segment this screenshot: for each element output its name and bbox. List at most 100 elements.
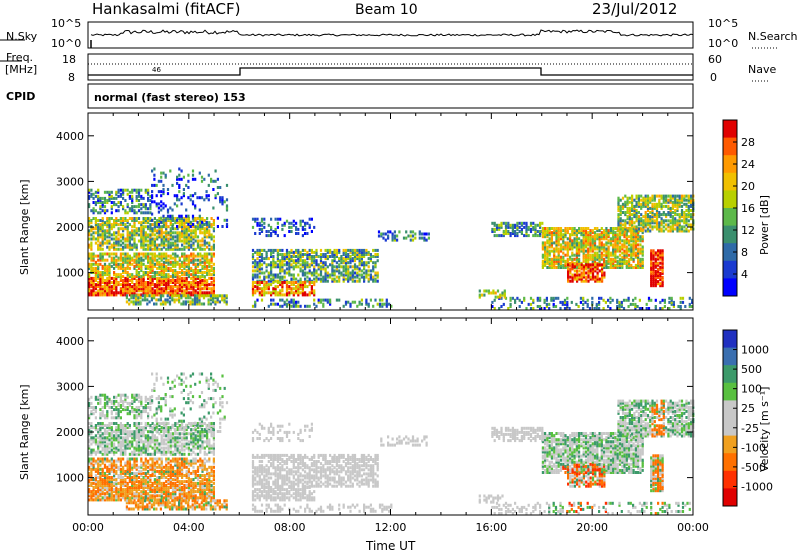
data-cell bbox=[596, 263, 599, 267]
data-cell bbox=[661, 257, 664, 261]
data-cell bbox=[131, 486, 134, 489]
data-cell bbox=[573, 243, 576, 247]
data-cell bbox=[126, 289, 129, 293]
data-cell bbox=[178, 294, 181, 298]
data-cell bbox=[256, 273, 259, 277]
data-cell bbox=[206, 269, 209, 272]
data-cell bbox=[147, 266, 150, 270]
data-cell bbox=[142, 227, 145, 231]
data-cell bbox=[99, 492, 102, 496]
data-cell bbox=[191, 302, 194, 306]
data-cell bbox=[165, 494, 168, 498]
data-cell bbox=[117, 496, 120, 500]
data-cell bbox=[110, 281, 113, 284]
data-cell bbox=[358, 279, 361, 283]
data-cell bbox=[142, 486, 145, 489]
data-cell bbox=[137, 273, 141, 277]
data-cell bbox=[149, 203, 152, 207]
data-cell bbox=[208, 233, 211, 237]
data-cell bbox=[185, 233, 188, 237]
data-cell bbox=[363, 265, 366, 269]
data-cell bbox=[210, 235, 213, 239]
data-cell bbox=[281, 287, 284, 291]
data-cell bbox=[110, 481, 113, 485]
data-cell bbox=[628, 196, 631, 200]
data-cell bbox=[101, 266, 104, 270]
data-cell bbox=[151, 212, 154, 216]
data-cell bbox=[157, 222, 160, 226]
data-cell bbox=[251, 289, 255, 293]
data-cell bbox=[685, 223, 688, 227]
data-cell bbox=[133, 276, 136, 280]
data-cell bbox=[267, 285, 270, 289]
data-cell bbox=[690, 217, 693, 221]
data-cell bbox=[103, 484, 107, 487]
data-cell bbox=[103, 211, 107, 215]
data-cell bbox=[674, 200, 677, 204]
data-cell bbox=[198, 196, 201, 200]
data-cell bbox=[194, 192, 197, 196]
data-cell bbox=[285, 267, 289, 271]
data-cell bbox=[423, 232, 426, 236]
data-cell bbox=[167, 247, 170, 251]
data-cell bbox=[196, 225, 200, 229]
data-cell bbox=[187, 225, 190, 229]
data-cell bbox=[108, 269, 111, 272]
data-cell bbox=[108, 276, 111, 280]
data-cell bbox=[274, 291, 277, 295]
data-cell bbox=[272, 291, 275, 295]
data-cell bbox=[128, 260, 131, 264]
data-cell bbox=[374, 277, 377, 281]
data-cell bbox=[385, 302, 388, 306]
data-cell bbox=[577, 305, 580, 308]
data-cell bbox=[178, 247, 181, 251]
data-cell bbox=[621, 229, 625, 233]
data-cell bbox=[637, 243, 640, 247]
data-cell bbox=[598, 243, 601, 247]
data-cell bbox=[680, 196, 684, 200]
data-cell bbox=[582, 275, 585, 279]
data-cell bbox=[667, 219, 670, 223]
data-cell bbox=[634, 237, 637, 241]
data-cell bbox=[140, 276, 143, 280]
data-cell bbox=[619, 206, 622, 210]
data-cell bbox=[137, 494, 141, 498]
data-cell bbox=[331, 271, 334, 275]
data-cell bbox=[149, 217, 152, 220]
data-cell bbox=[525, 223, 528, 227]
data-cell bbox=[649, 219, 652, 223]
data-cell bbox=[137, 287, 141, 291]
data-cell bbox=[559, 235, 563, 239]
data-cell bbox=[162, 302, 165, 306]
ytick-label: 4000 bbox=[56, 130, 84, 143]
data-cell bbox=[281, 265, 284, 269]
data-cell bbox=[144, 496, 147, 500]
data-cell bbox=[601, 279, 604, 283]
data-cell bbox=[149, 271, 152, 274]
data-cell bbox=[662, 198, 665, 202]
data-cell bbox=[88, 481, 91, 485]
data-cell bbox=[97, 275, 100, 279]
data-cell bbox=[203, 285, 206, 289]
data-cell bbox=[584, 245, 588, 249]
data-cell bbox=[162, 287, 166, 291]
data-cell bbox=[313, 250, 316, 254]
data-cell bbox=[356, 267, 359, 271]
data-cell bbox=[165, 221, 168, 225]
data-cell bbox=[263, 283, 266, 287]
data-cell bbox=[495, 225, 499, 229]
data-cell bbox=[203, 254, 206, 258]
data-cell bbox=[554, 305, 558, 308]
data-cell bbox=[609, 251, 612, 255]
data-cell bbox=[196, 298, 199, 302]
data-cell bbox=[584, 235, 588, 239]
data-cell bbox=[598, 307, 601, 310]
data-cell bbox=[285, 253, 289, 256]
data-cell bbox=[153, 200, 156, 204]
data-cell bbox=[208, 269, 211, 272]
data-cell bbox=[119, 276, 122, 280]
data-cell bbox=[573, 231, 576, 235]
data-cell bbox=[639, 261, 642, 265]
data-cell bbox=[106, 276, 109, 280]
data-cell bbox=[113, 237, 116, 241]
